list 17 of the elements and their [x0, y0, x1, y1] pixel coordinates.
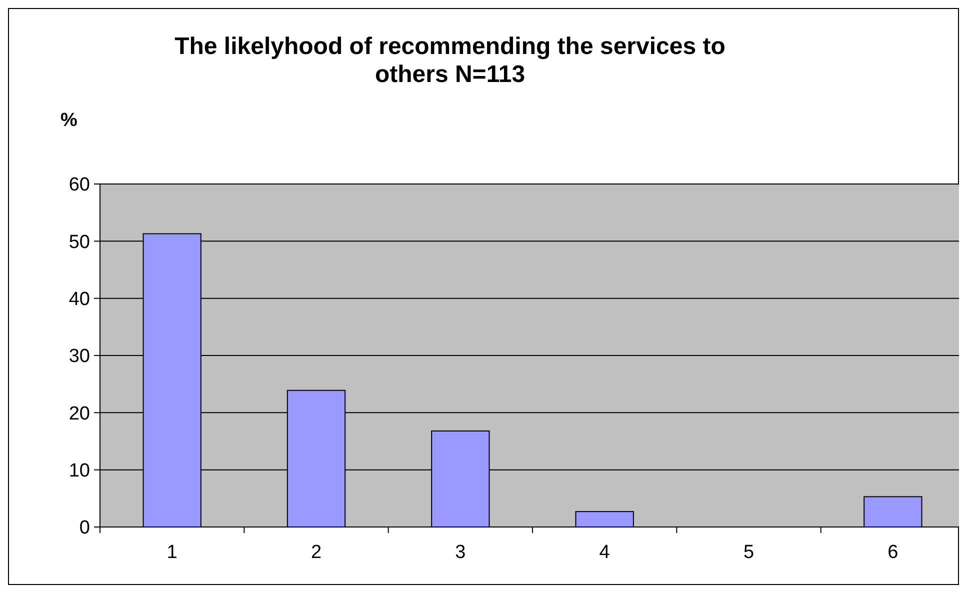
chart-title: The likelyhood of recommending the services to others N=113 [174, 33, 726, 88]
bar [864, 496, 922, 528]
x-tick-label: 1 [166, 542, 178, 563]
y-tick-label: 60 [68, 174, 90, 196]
x-tick-label: 5 [743, 542, 754, 563]
x-tick-label: 2 [310, 542, 322, 563]
x-tick-label: 6 [888, 542, 898, 563]
x-tick-label: 3 [455, 542, 466, 563]
y-axis-title: % [60, 110, 78, 131]
y-tick-label: 10 [68, 460, 90, 482]
y-tick-label: 20 [68, 403, 90, 424]
y-tick-label: 0 [79, 518, 90, 539]
y-tick-label: 30 [68, 346, 90, 368]
bar [575, 511, 634, 528]
x-tick-label: 4 [599, 542, 610, 563]
y-tick-label: 40 [68, 288, 90, 310]
y-tick-label: 50 [68, 232, 90, 253]
